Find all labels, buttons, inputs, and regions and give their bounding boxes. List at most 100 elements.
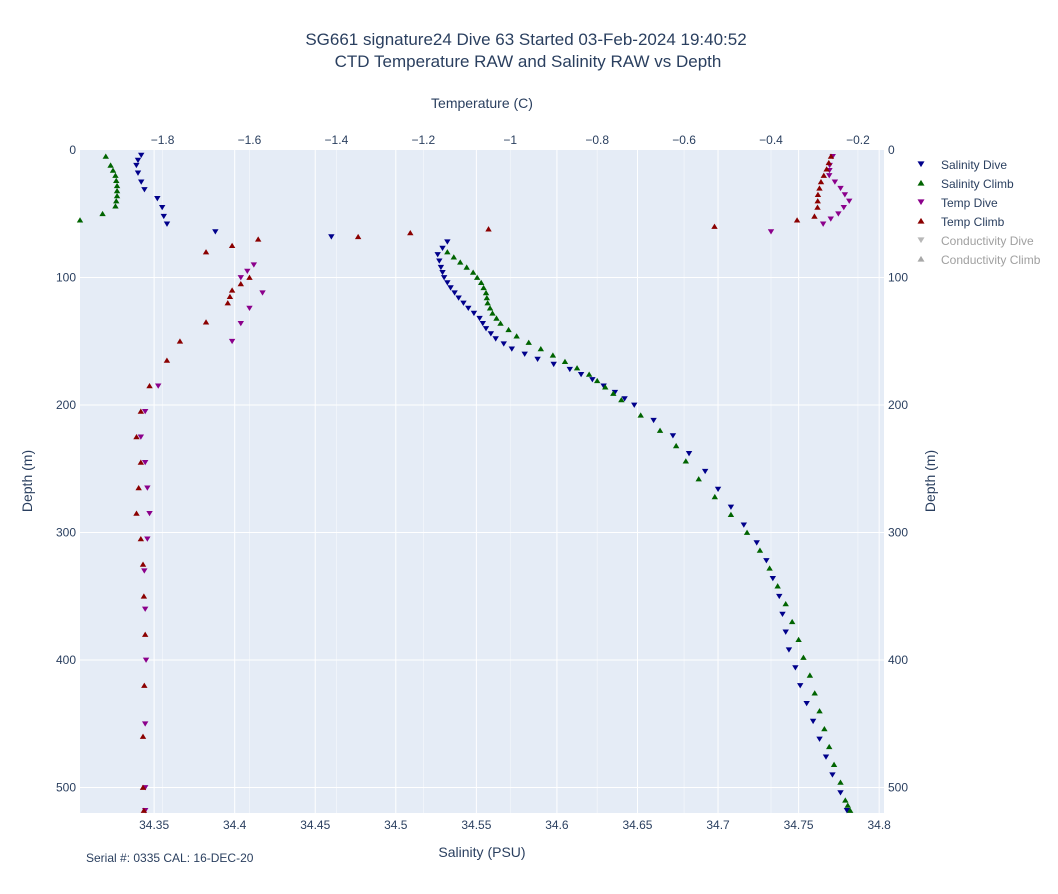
legend-item[interactable]: Temp Dive xyxy=(917,196,999,210)
salinity-climb-point xyxy=(486,305,494,311)
salinity-dive-point xyxy=(797,683,804,689)
salinity-climb-point xyxy=(846,807,854,813)
temp-climb-point xyxy=(811,213,818,219)
temp-dive-point xyxy=(144,536,151,542)
depth-tick-label-right: 200 xyxy=(888,398,908,412)
temp-climb-point xyxy=(827,153,835,159)
temperature-tick-label: −1.6 xyxy=(238,133,262,147)
temp-climb-point xyxy=(226,293,234,300)
salinity-dive-point xyxy=(650,417,657,424)
salinity-climb-point xyxy=(113,182,121,189)
temp-climb-point xyxy=(141,682,148,688)
salinity-dive-point xyxy=(701,468,709,475)
temp-dive-point xyxy=(841,192,849,198)
legend-label: Temp Climb xyxy=(941,215,1005,229)
salinity-dive-point xyxy=(669,433,677,439)
salinity-dive-point xyxy=(829,772,836,778)
salinity-climb-point xyxy=(842,797,849,803)
temperature-tick-label: −1.8 xyxy=(151,133,175,147)
temp-climb-point xyxy=(793,217,801,223)
legend-item[interactable]: Salinity Dive xyxy=(917,158,1008,172)
temp-dive-point xyxy=(141,459,149,466)
salinity-tick-label: 34.5 xyxy=(384,818,408,832)
temperature-tick-label: −0.2 xyxy=(846,133,870,147)
y-axis-title-left: Depth (m) xyxy=(19,450,35,512)
salinity-climb-point xyxy=(711,493,719,500)
salinity-dive-point xyxy=(133,162,140,169)
salinity-dive-point xyxy=(476,315,483,322)
salinity-climb-point xyxy=(76,217,84,223)
temp-dive-point xyxy=(827,216,834,222)
salinity-dive-point xyxy=(809,718,817,725)
depth-tick-label-left: 400 xyxy=(56,653,76,667)
depth-tick-label-left: 300 xyxy=(56,526,76,540)
legend-item[interactable]: Salinity Climb xyxy=(917,177,1015,191)
temp-climb-point xyxy=(407,229,414,236)
temp-dive-point xyxy=(141,606,149,612)
legend-item[interactable]: Temp Climb xyxy=(917,215,1005,229)
plot-area xyxy=(80,150,884,813)
salinity-climb-point xyxy=(450,254,458,260)
temp-dive-point xyxy=(141,408,149,415)
salinity-dive-point xyxy=(138,179,145,185)
salinity-dive-point xyxy=(455,295,462,301)
salinity-climb-point xyxy=(795,636,802,642)
salinity-dive-point xyxy=(740,522,748,528)
legend: Salinity Dive Salinity Climb Temp Dive Temp… xyxy=(917,158,1041,267)
salinity-climb-point xyxy=(844,802,851,808)
temp-dive-point xyxy=(237,275,244,281)
salinity-climb-point xyxy=(826,743,833,750)
salinity-climb-point xyxy=(782,601,789,607)
salinity-dive-point xyxy=(521,351,528,357)
temp-climb-point xyxy=(133,510,140,516)
salinity-dive-point xyxy=(753,540,760,546)
legend-item[interactable]: Conductivity Dive xyxy=(917,234,1035,248)
salinity-tick-label: 34.35 xyxy=(139,818,169,832)
salinity-climb-point xyxy=(483,295,491,301)
legend-label: Temp Dive xyxy=(941,196,998,210)
legend-marker xyxy=(917,255,925,262)
temp-climb-point xyxy=(176,338,184,344)
temp-climb-point xyxy=(139,733,147,739)
temperature-tick-label: −1.4 xyxy=(325,133,349,147)
legend-marker xyxy=(917,217,925,224)
salinity-dive-point xyxy=(779,611,786,617)
salinity-tick-label: 34.45 xyxy=(300,818,330,832)
salinity-climb-point xyxy=(682,458,690,464)
salinity-climb-point xyxy=(656,427,664,433)
salinity-dive-point xyxy=(212,229,219,235)
salinity-dive-point xyxy=(451,290,458,296)
salinity-climb-point xyxy=(549,352,557,358)
depth-tick-label-right: 400 xyxy=(888,653,908,667)
salinity-tick-label: 34.65 xyxy=(622,818,652,832)
temp-climb-point xyxy=(228,242,236,249)
salinity-climb-point xyxy=(537,346,545,352)
salinity-tick-label: 34.6 xyxy=(545,818,569,832)
temp-climb-point xyxy=(137,408,145,414)
salinity-dive-point xyxy=(439,270,446,276)
series-salinity-dive xyxy=(133,152,851,814)
temp-dive-point xyxy=(826,173,833,179)
legend-item[interactable]: Conductivity Climb xyxy=(917,253,1041,267)
salinity-climb-point xyxy=(618,397,625,403)
salinity-climb-point xyxy=(602,384,609,390)
temp-climb-point xyxy=(140,807,148,813)
salinity-dive-point xyxy=(631,402,638,408)
salinity-dive-point xyxy=(803,700,810,707)
salinity-dive-point xyxy=(589,377,596,383)
salinity-dive-point xyxy=(328,234,335,240)
salinity-tick-label: 34.75 xyxy=(784,818,814,832)
salinity-climb-point xyxy=(806,672,814,678)
salinity-tick-label: 34.4 xyxy=(223,818,247,832)
temp-climb-point xyxy=(237,280,244,287)
salinity-climb-point xyxy=(493,315,500,321)
temp-climb-point xyxy=(135,484,142,491)
salinity-climb-point xyxy=(830,761,838,767)
salinity-dive-point xyxy=(460,300,467,306)
axis-ticks: 0 0 100 100 200 200 300 300 400 400 500 500 34.35 34.… xyxy=(56,133,908,832)
legend-label: Conductivity Climb xyxy=(941,253,1041,267)
temp-climb-point xyxy=(139,784,147,790)
salinity-climb-point xyxy=(800,654,807,660)
temp-climb-point xyxy=(163,357,171,363)
salinity-climb-point xyxy=(695,476,702,482)
